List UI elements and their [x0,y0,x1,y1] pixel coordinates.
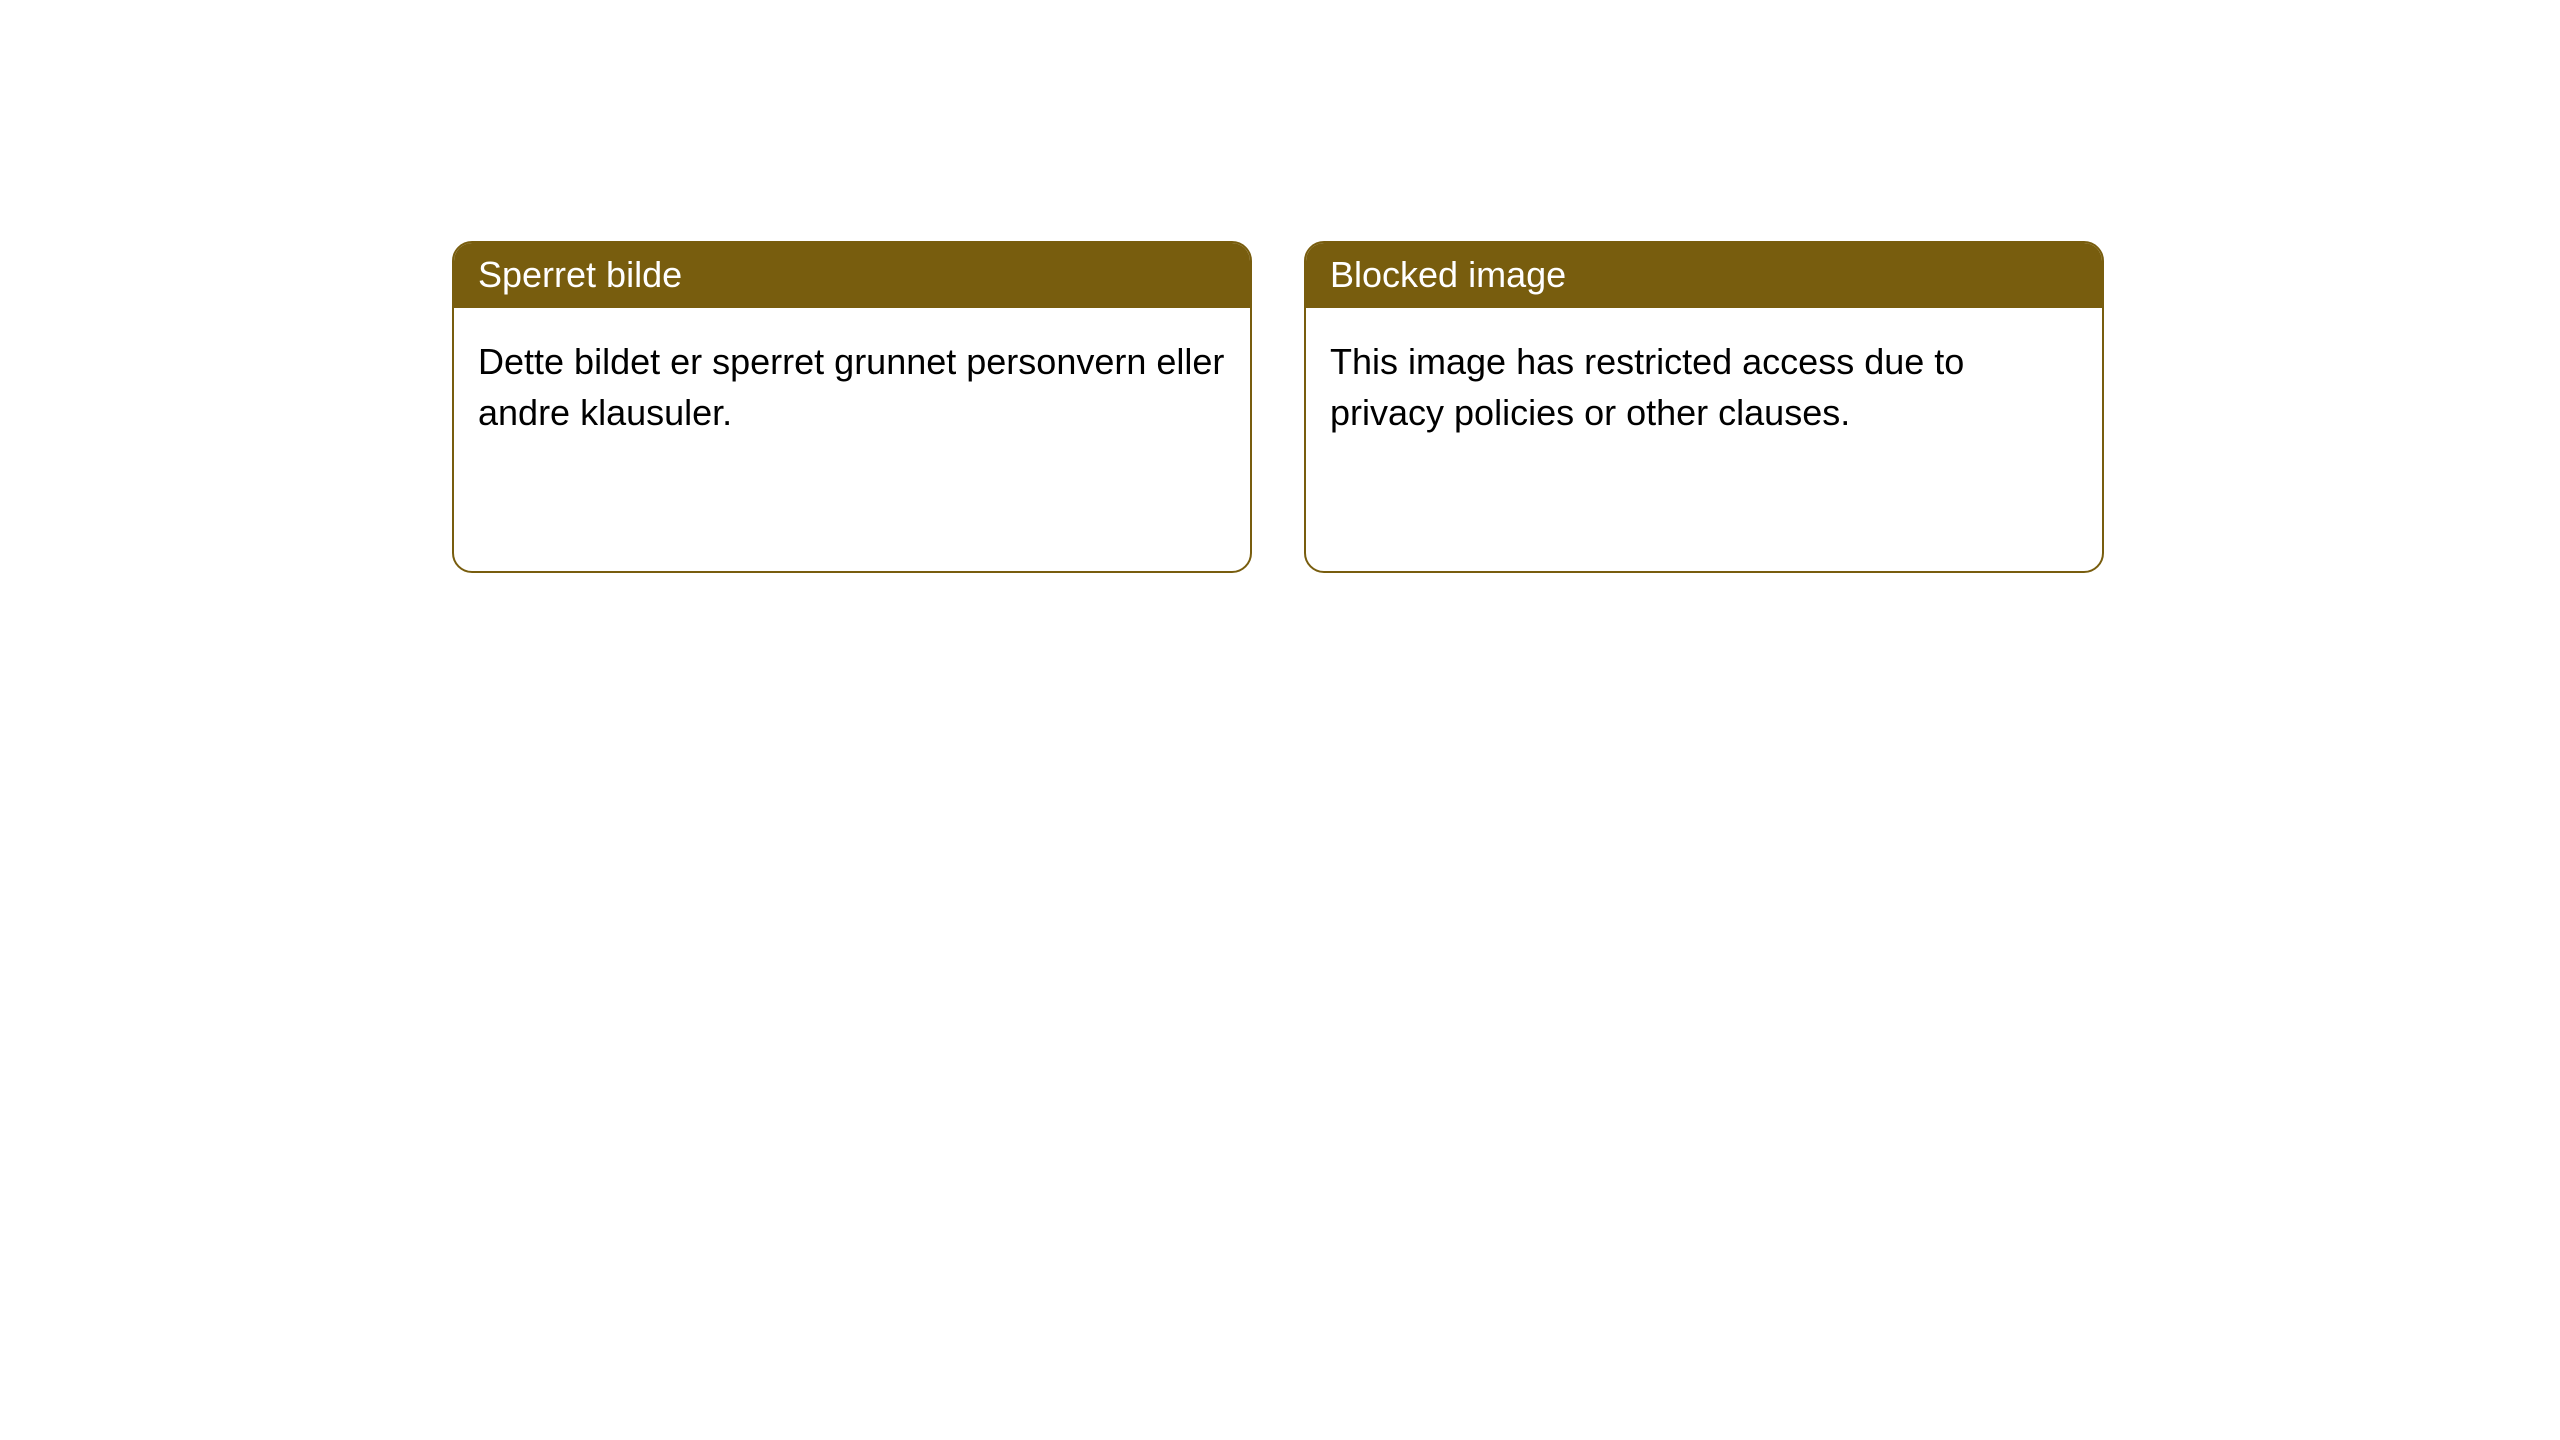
blocked-image-card-en: Blocked image This image has restricted … [1304,241,2104,573]
blocked-image-card-no: Sperret bilde Dette bildet er sperret gr… [452,241,1252,573]
card-body-text-no: Dette bildet er sperret grunnet personve… [478,341,1224,433]
card-body-text-en: This image has restricted access due to … [1330,341,1964,433]
card-header-en: Blocked image [1306,243,2102,308]
card-header-no: Sperret bilde [454,243,1250,308]
card-title-no: Sperret bilde [478,254,682,295]
card-title-en: Blocked image [1330,254,1566,295]
card-body-en: This image has restricted access due to … [1306,308,2102,466]
card-body-no: Dette bildet er sperret grunnet personve… [454,308,1250,466]
notice-container: Sperret bilde Dette bildet er sperret gr… [0,0,2560,573]
